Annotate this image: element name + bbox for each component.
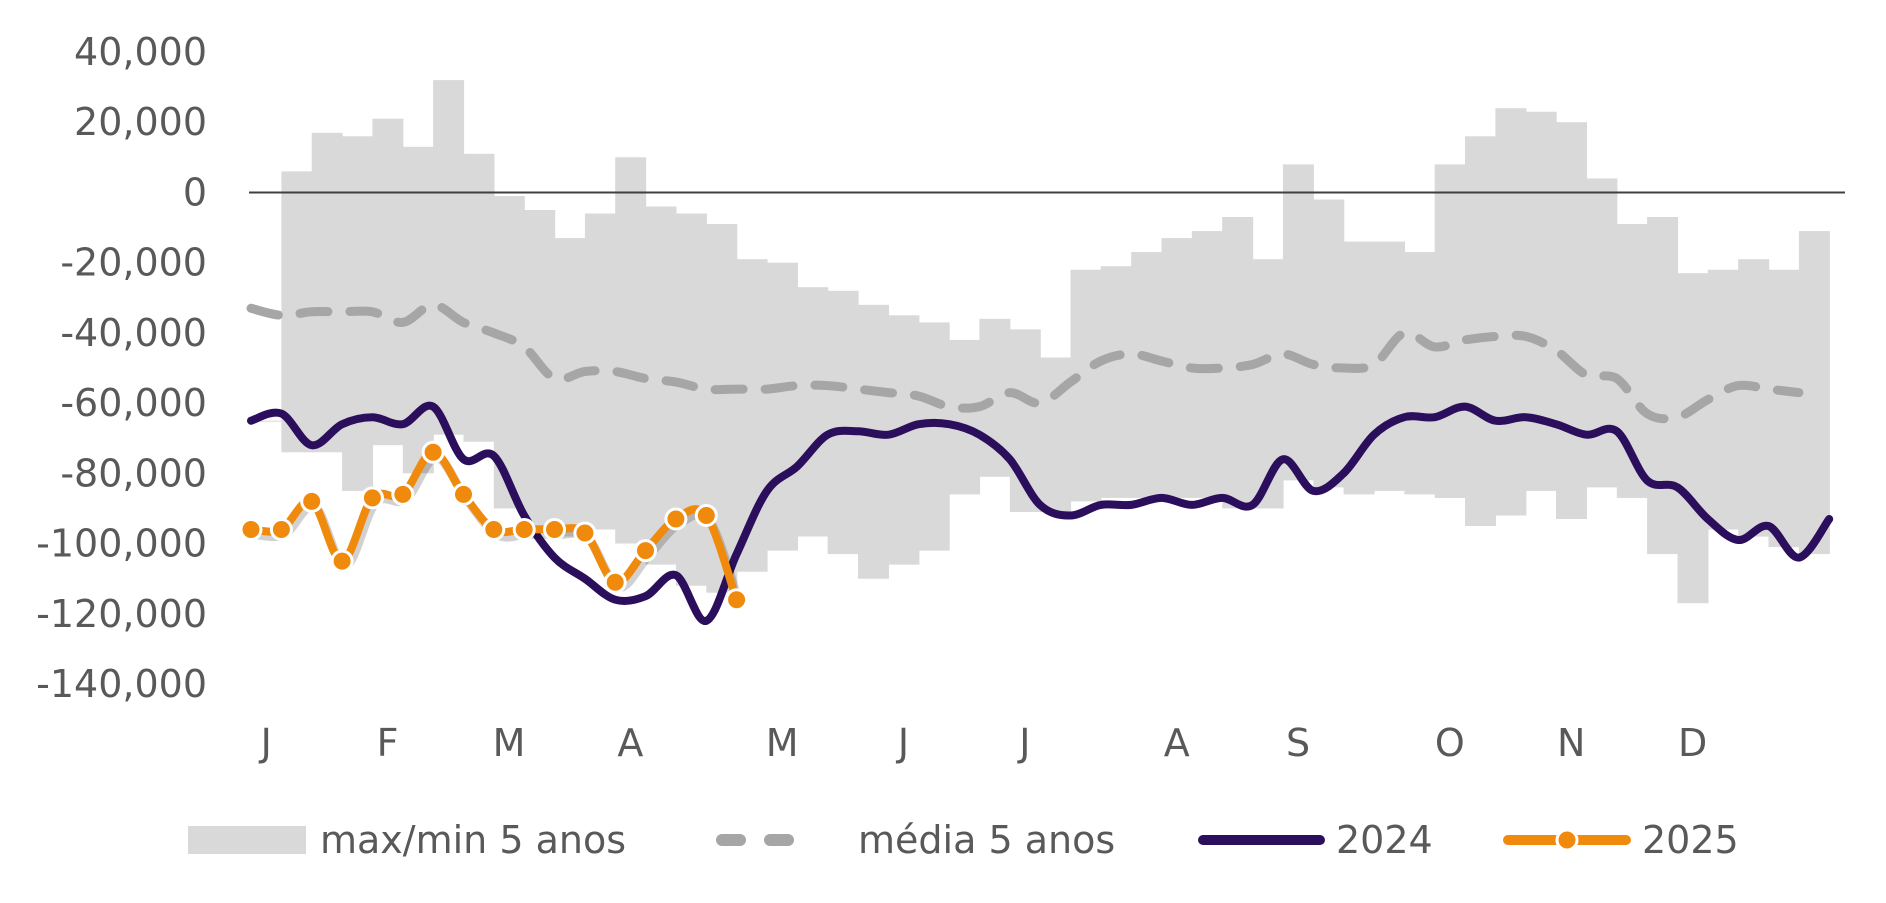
band-bar bbox=[463, 153, 495, 442]
band-bar bbox=[1677, 273, 1709, 604]
band-bar bbox=[1738, 259, 1770, 537]
y-tick-label: 40,000 bbox=[74, 30, 207, 74]
band-bar bbox=[1100, 266, 1132, 498]
band-bar bbox=[372, 118, 404, 446]
band-bar bbox=[615, 157, 647, 544]
point-2025 bbox=[664, 507, 688, 531]
band-bar bbox=[1131, 252, 1163, 498]
avg-series bbox=[246, 300, 1804, 424]
x-tick-label: D bbox=[1678, 721, 1707, 765]
band-bar bbox=[827, 290, 859, 555]
point-2025 bbox=[694, 504, 718, 527]
x-tick-label: J bbox=[896, 721, 909, 765]
band-bar bbox=[675, 213, 707, 586]
y-tick-label: -60,000 bbox=[60, 381, 207, 425]
band-bar bbox=[1556, 122, 1587, 519]
band-bar bbox=[433, 80, 465, 435]
band-bar bbox=[1586, 178, 1618, 488]
band-bar bbox=[1495, 108, 1527, 516]
point-2025 bbox=[573, 521, 597, 545]
band-bar bbox=[1465, 136, 1496, 527]
band-bar bbox=[858, 304, 889, 579]
x-tick-label: J bbox=[259, 721, 272, 765]
legend-label-2025: 2025 bbox=[1642, 818, 1739, 862]
point-2025 bbox=[725, 588, 749, 612]
y-tick-label: -140,000 bbox=[36, 662, 207, 706]
band-bar bbox=[1798, 231, 1830, 555]
band-bar bbox=[949, 339, 981, 495]
point-2025 bbox=[421, 440, 445, 464]
band-bar bbox=[1434, 164, 1466, 498]
x-tick-label: J bbox=[1017, 721, 1030, 765]
band-bar bbox=[1282, 164, 1314, 481]
point-2025 bbox=[300, 489, 324, 513]
point-2025 bbox=[239, 518, 263, 541]
x-tick-label: A bbox=[617, 721, 643, 765]
x-tick-label: S bbox=[1286, 721, 1310, 765]
band-bar bbox=[1404, 252, 1436, 495]
band-bar bbox=[918, 322, 950, 551]
y-tick-label: 0 bbox=[183, 170, 207, 214]
legend: max/min 5 anos média 5 anos 2024 2025 bbox=[188, 818, 1739, 862]
avg-line bbox=[246, 300, 1804, 424]
x-tick-label: N bbox=[1557, 721, 1585, 765]
band-bar bbox=[251, 420, 282, 422]
y-axis-ticks: 40,000 20,000 0 -20,000 -40,000 -60,000 -80,00… bbox=[36, 30, 207, 706]
legend-label-2024: 2024 bbox=[1336, 818, 1433, 862]
y-tick-label: -120,000 bbox=[36, 592, 207, 636]
x-tick-label: O bbox=[1435, 721, 1465, 765]
band-bar bbox=[797, 287, 829, 537]
point-2025 bbox=[330, 549, 354, 573]
band-bar bbox=[1525, 111, 1557, 491]
x-tick-label: A bbox=[1164, 721, 1190, 765]
band-bar bbox=[554, 238, 586, 537]
y-tick-label: -40,000 bbox=[60, 311, 207, 355]
point-2025 bbox=[512, 518, 536, 541]
y-tick-label: 20,000 bbox=[74, 100, 207, 144]
x-tick-label: F bbox=[377, 721, 399, 765]
point-2025 bbox=[634, 539, 657, 563]
point-2025 bbox=[452, 482, 475, 506]
band-bar bbox=[1374, 241, 1405, 491]
band-bar bbox=[1313, 199, 1345, 488]
band-bar bbox=[1647, 217, 1679, 555]
legend-swatch-band bbox=[188, 826, 306, 854]
x-tick-label: M bbox=[493, 721, 526, 765]
band-bar bbox=[888, 315, 920, 565]
y-tick-label: -80,000 bbox=[60, 451, 207, 495]
series-2025 bbox=[239, 440, 749, 612]
x-tick-label: M bbox=[766, 721, 799, 765]
point-2025 bbox=[482, 518, 506, 541]
y-tick-label: -100,000 bbox=[36, 522, 207, 566]
point-2025 bbox=[603, 570, 627, 594]
band-bar bbox=[1070, 269, 1102, 502]
series-2024 bbox=[247, 401, 1834, 625]
legend-label-avg: média 5 anos bbox=[858, 818, 1115, 862]
point-2025 bbox=[269, 518, 293, 541]
legend-label-band: max/min 5 anos bbox=[320, 818, 626, 862]
band-bar bbox=[767, 262, 798, 551]
band-bar bbox=[1768, 269, 1800, 548]
band-bar bbox=[311, 132, 343, 453]
y-tick-label: -20,000 bbox=[60, 241, 207, 285]
point-2025 bbox=[543, 518, 566, 541]
line-2024 bbox=[247, 401, 1834, 625]
legend-swatch-2025-marker bbox=[1555, 828, 1579, 852]
point-2025 bbox=[391, 482, 415, 506]
point-2025 bbox=[360, 486, 384, 510]
